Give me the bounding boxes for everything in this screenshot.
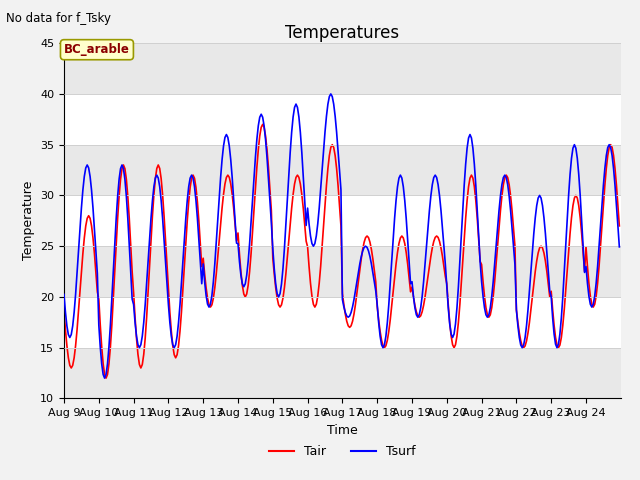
Tsurf xyxy=(541,230,549,236)
Bar xyxy=(64,246,621,297)
Tsurf xyxy=(349,304,356,310)
Bar xyxy=(64,348,621,398)
Y-axis label: Temperature: Temperature xyxy=(22,181,35,261)
Bar xyxy=(64,144,621,195)
Tair xyxy=(349,318,356,324)
Text: No data for f_Tsky: No data for f_Tsky xyxy=(6,12,111,25)
Title: Temperatures: Temperatures xyxy=(285,24,399,42)
Tsurf xyxy=(616,244,623,250)
X-axis label: Time: Time xyxy=(327,424,358,437)
Tsurf xyxy=(60,291,68,297)
Text: BC_arable: BC_arable xyxy=(64,43,130,56)
Tair xyxy=(541,258,549,264)
Tair xyxy=(60,309,68,314)
Tsurf xyxy=(79,187,86,193)
Tsurf xyxy=(100,375,108,381)
Line: Tair: Tair xyxy=(64,124,620,378)
Legend: Tair, Tsurf: Tair, Tsurf xyxy=(264,440,420,463)
Tair xyxy=(102,375,110,381)
Line: Tsurf: Tsurf xyxy=(64,94,620,378)
Tair xyxy=(616,223,623,229)
Tsurf xyxy=(459,207,467,213)
Tair xyxy=(459,259,467,264)
Tair xyxy=(97,322,104,328)
Tsurf xyxy=(97,344,104,350)
Tair xyxy=(614,202,621,208)
Bar xyxy=(64,43,621,94)
Tsurf xyxy=(327,91,335,97)
Tair xyxy=(259,121,266,127)
Tair xyxy=(79,251,86,257)
Tsurf xyxy=(614,223,621,229)
